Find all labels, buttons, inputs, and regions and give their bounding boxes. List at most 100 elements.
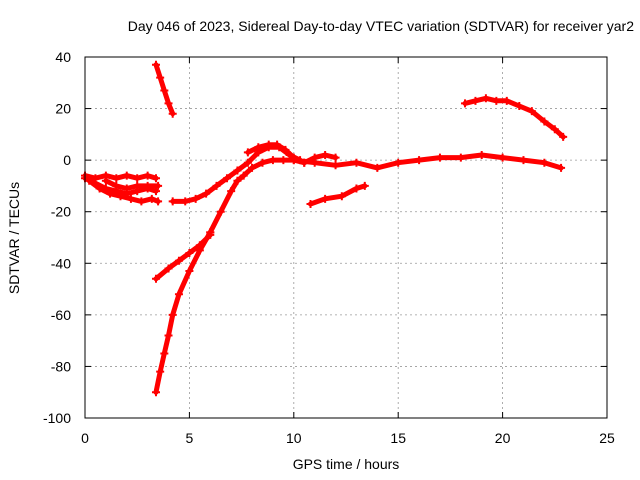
data-point: [306, 199, 315, 208]
data-point: [168, 109, 177, 118]
data-point: [185, 267, 194, 276]
data-point: [112, 181, 121, 190]
data-point: [461, 99, 470, 108]
series-track-d: [101, 176, 163, 193]
data-point: [143, 171, 152, 180]
data-point: [156, 73, 165, 82]
data-point: [258, 158, 267, 167]
data-point: [154, 181, 163, 190]
x-tick-label: 25: [599, 430, 615, 446]
data-point: [164, 264, 173, 273]
series-line: [153, 232, 213, 282]
data-point: [498, 153, 507, 162]
series-track-l: [300, 150, 340, 167]
data-point: [360, 181, 369, 190]
data-point: [248, 163, 257, 172]
data-point: [300, 158, 309, 167]
series-track-k: [289, 150, 566, 172]
data-point: [527, 107, 536, 116]
data-point: [331, 161, 340, 170]
data-point: [519, 156, 528, 165]
data-point: [126, 194, 135, 203]
y-tick-label: -20: [51, 204, 71, 220]
data-point: [289, 156, 298, 165]
data-point: [133, 174, 142, 183]
data-point: [352, 158, 361, 167]
data-point: [310, 153, 319, 162]
data-point: [254, 143, 263, 152]
series-track-i: [206, 156, 309, 237]
data-point: [151, 60, 160, 69]
data-point: [164, 99, 173, 108]
data-point: [243, 148, 252, 157]
data-point: [181, 197, 190, 206]
series-track-c: [85, 176, 163, 206]
data-point: [415, 156, 424, 165]
x-tick-label: 10: [286, 430, 302, 446]
y-tick-label: -40: [51, 255, 71, 271]
data-point: [185, 248, 194, 257]
data-point: [122, 171, 131, 180]
data-point: [502, 96, 511, 105]
y-tick-label: 40: [55, 49, 71, 65]
series-track-e: [151, 60, 177, 118]
data-point: [264, 140, 273, 149]
data-point: [133, 181, 142, 190]
y-tick-label: -60: [51, 307, 71, 323]
data-point: [233, 176, 242, 185]
data-point: [239, 171, 248, 180]
series-line: [462, 95, 566, 140]
data-point: [550, 125, 559, 134]
data-point: [168, 310, 177, 319]
data-point: [151, 187, 160, 196]
series-line: [301, 152, 339, 166]
data-point: [281, 145, 290, 154]
data-point: [174, 290, 183, 299]
data-point: [279, 156, 288, 165]
data-point: [151, 274, 160, 283]
series-line: [170, 144, 303, 204]
data-point: [147, 194, 156, 203]
data-point: [168, 197, 177, 206]
data-point: [373, 163, 382, 172]
series-track-f: [151, 228, 215, 397]
data-point: [164, 331, 173, 340]
data-point: [112, 174, 121, 183]
data-point: [394, 158, 403, 167]
data-point: [233, 166, 242, 175]
data-point: [222, 174, 231, 183]
x-tick-label: 0: [81, 430, 89, 446]
data-point: [174, 256, 183, 265]
data-point: [481, 94, 490, 103]
data-point: [477, 150, 486, 159]
data-point: [137, 197, 146, 206]
data-point: [95, 184, 104, 193]
data-point: [202, 189, 211, 198]
plot-frame: [84, 56, 608, 419]
data-point: [85, 176, 94, 185]
data-point: [154, 197, 163, 206]
series-track-n: [461, 94, 568, 141]
data-point: [216, 207, 225, 216]
data-point: [212, 181, 221, 190]
y-tick-label: -100: [43, 410, 71, 426]
y-tick-label: 20: [55, 101, 71, 117]
data-point: [321, 150, 330, 159]
data-point: [160, 86, 169, 95]
data-point: [557, 163, 566, 172]
series-track-g: [151, 230, 215, 283]
data-point: [195, 241, 204, 250]
x-axis-label: GPS time / hours: [292, 456, 400, 472]
data-point: [116, 192, 125, 201]
data-point: [227, 187, 236, 196]
data-series-group: [81, 60, 568, 397]
x-tick-label: 20: [495, 430, 511, 446]
x-tick-label: 5: [186, 430, 194, 446]
data-point: [106, 189, 115, 198]
data-point: [273, 140, 282, 149]
data-point: [191, 194, 200, 203]
y-tick-label: 0: [63, 152, 71, 168]
chart-title: Day 046 of 2023, Sidereal Day-to-day VTE…: [127, 18, 634, 34]
data-point: [160, 349, 169, 358]
